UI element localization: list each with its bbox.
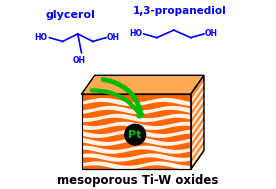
Polygon shape <box>191 105 204 128</box>
Polygon shape <box>191 113 204 136</box>
Text: Pt: Pt <box>129 130 142 140</box>
Polygon shape <box>191 81 204 104</box>
Circle shape <box>125 124 145 145</box>
Polygon shape <box>191 97 204 120</box>
Polygon shape <box>191 75 204 170</box>
Polygon shape <box>81 94 191 170</box>
Polygon shape <box>191 129 204 152</box>
Polygon shape <box>81 114 191 122</box>
Polygon shape <box>81 138 191 146</box>
Text: glycerol: glycerol <box>45 10 95 20</box>
Text: 1,3-propanediol: 1,3-propanediol <box>132 6 226 16</box>
Text: OH: OH <box>205 29 218 38</box>
Text: HO: HO <box>34 33 47 42</box>
Polygon shape <box>81 122 191 130</box>
Text: OH: OH <box>107 33 120 42</box>
Polygon shape <box>81 75 204 94</box>
Polygon shape <box>191 145 204 167</box>
Polygon shape <box>81 153 191 162</box>
Polygon shape <box>81 130 191 138</box>
FancyArrowPatch shape <box>103 80 141 111</box>
Polygon shape <box>81 146 191 154</box>
Polygon shape <box>81 106 191 114</box>
Polygon shape <box>191 137 204 160</box>
Polygon shape <box>81 98 191 106</box>
Polygon shape <box>191 121 204 144</box>
Text: HO: HO <box>130 29 143 38</box>
Text: mesoporous Ti-W oxides: mesoporous Ti-W oxides <box>57 174 219 187</box>
Polygon shape <box>191 89 204 112</box>
Polygon shape <box>81 161 191 170</box>
Text: OH: OH <box>73 56 86 65</box>
